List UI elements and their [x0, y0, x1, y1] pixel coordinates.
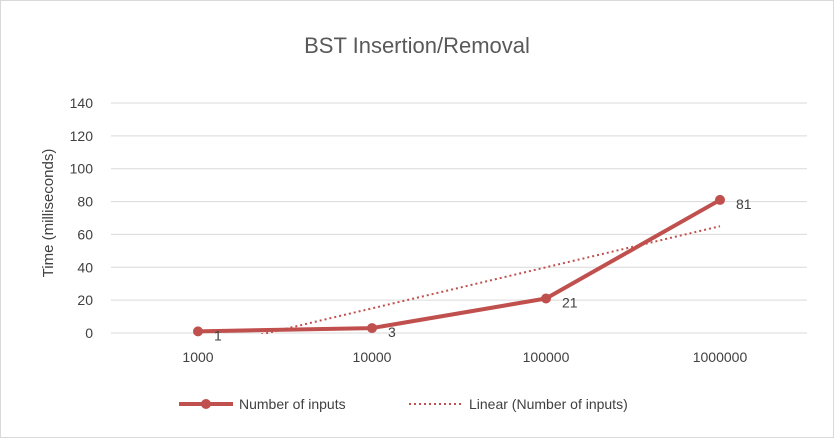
- y-tick-label: 0: [85, 325, 93, 341]
- x-tick-label: 100000: [523, 349, 570, 365]
- trendline-layer: [259, 225, 721, 334]
- y-tick-label: 80: [77, 194, 93, 210]
- gridlines: [111, 102, 807, 334]
- trendline: [259, 225, 721, 334]
- legend: Number of inputs Linear (Number of input…: [179, 396, 628, 412]
- series-layer: [193, 194, 725, 337]
- y-axis-title: Time (milliseconds): [40, 149, 57, 278]
- y-tick-label: 20: [77, 292, 93, 308]
- x-axis-ticks: 1000 10000 100000 1000000: [182, 349, 747, 365]
- legend-series-label: Number of inputs: [239, 396, 346, 412]
- data-labels: 1 3 21 81: [214, 196, 752, 343]
- y-tick-label: 60: [77, 226, 93, 242]
- data-label: 1: [214, 327, 222, 343]
- legend-series-marker: [201, 399, 211, 409]
- data-label: 21: [562, 295, 578, 311]
- data-point: [193, 326, 203, 337]
- series-line: [196, 197, 722, 334]
- x-tick-label: 1000000: [693, 349, 748, 365]
- legend-trendline-label: Linear (Number of inputs): [469, 396, 628, 412]
- y-tick-label: 120: [70, 128, 94, 144]
- y-tick-label: 40: [77, 259, 93, 275]
- x-tick-label: 10000: [353, 349, 392, 365]
- y-axis-ticks: 0 20 40 60 80 100 120 140: [70, 95, 94, 341]
- chart-title: BST Insertion/Removal: [304, 33, 530, 58]
- data-point: [715, 194, 725, 205]
- data-label: 81: [736, 196, 752, 212]
- x-tick-label: 1000: [182, 349, 213, 365]
- y-tick-label: 140: [70, 95, 94, 111]
- data-point: [367, 323, 377, 334]
- data-label: 3: [388, 324, 396, 340]
- data-point: [541, 293, 551, 304]
- y-tick-label: 100: [70, 161, 94, 177]
